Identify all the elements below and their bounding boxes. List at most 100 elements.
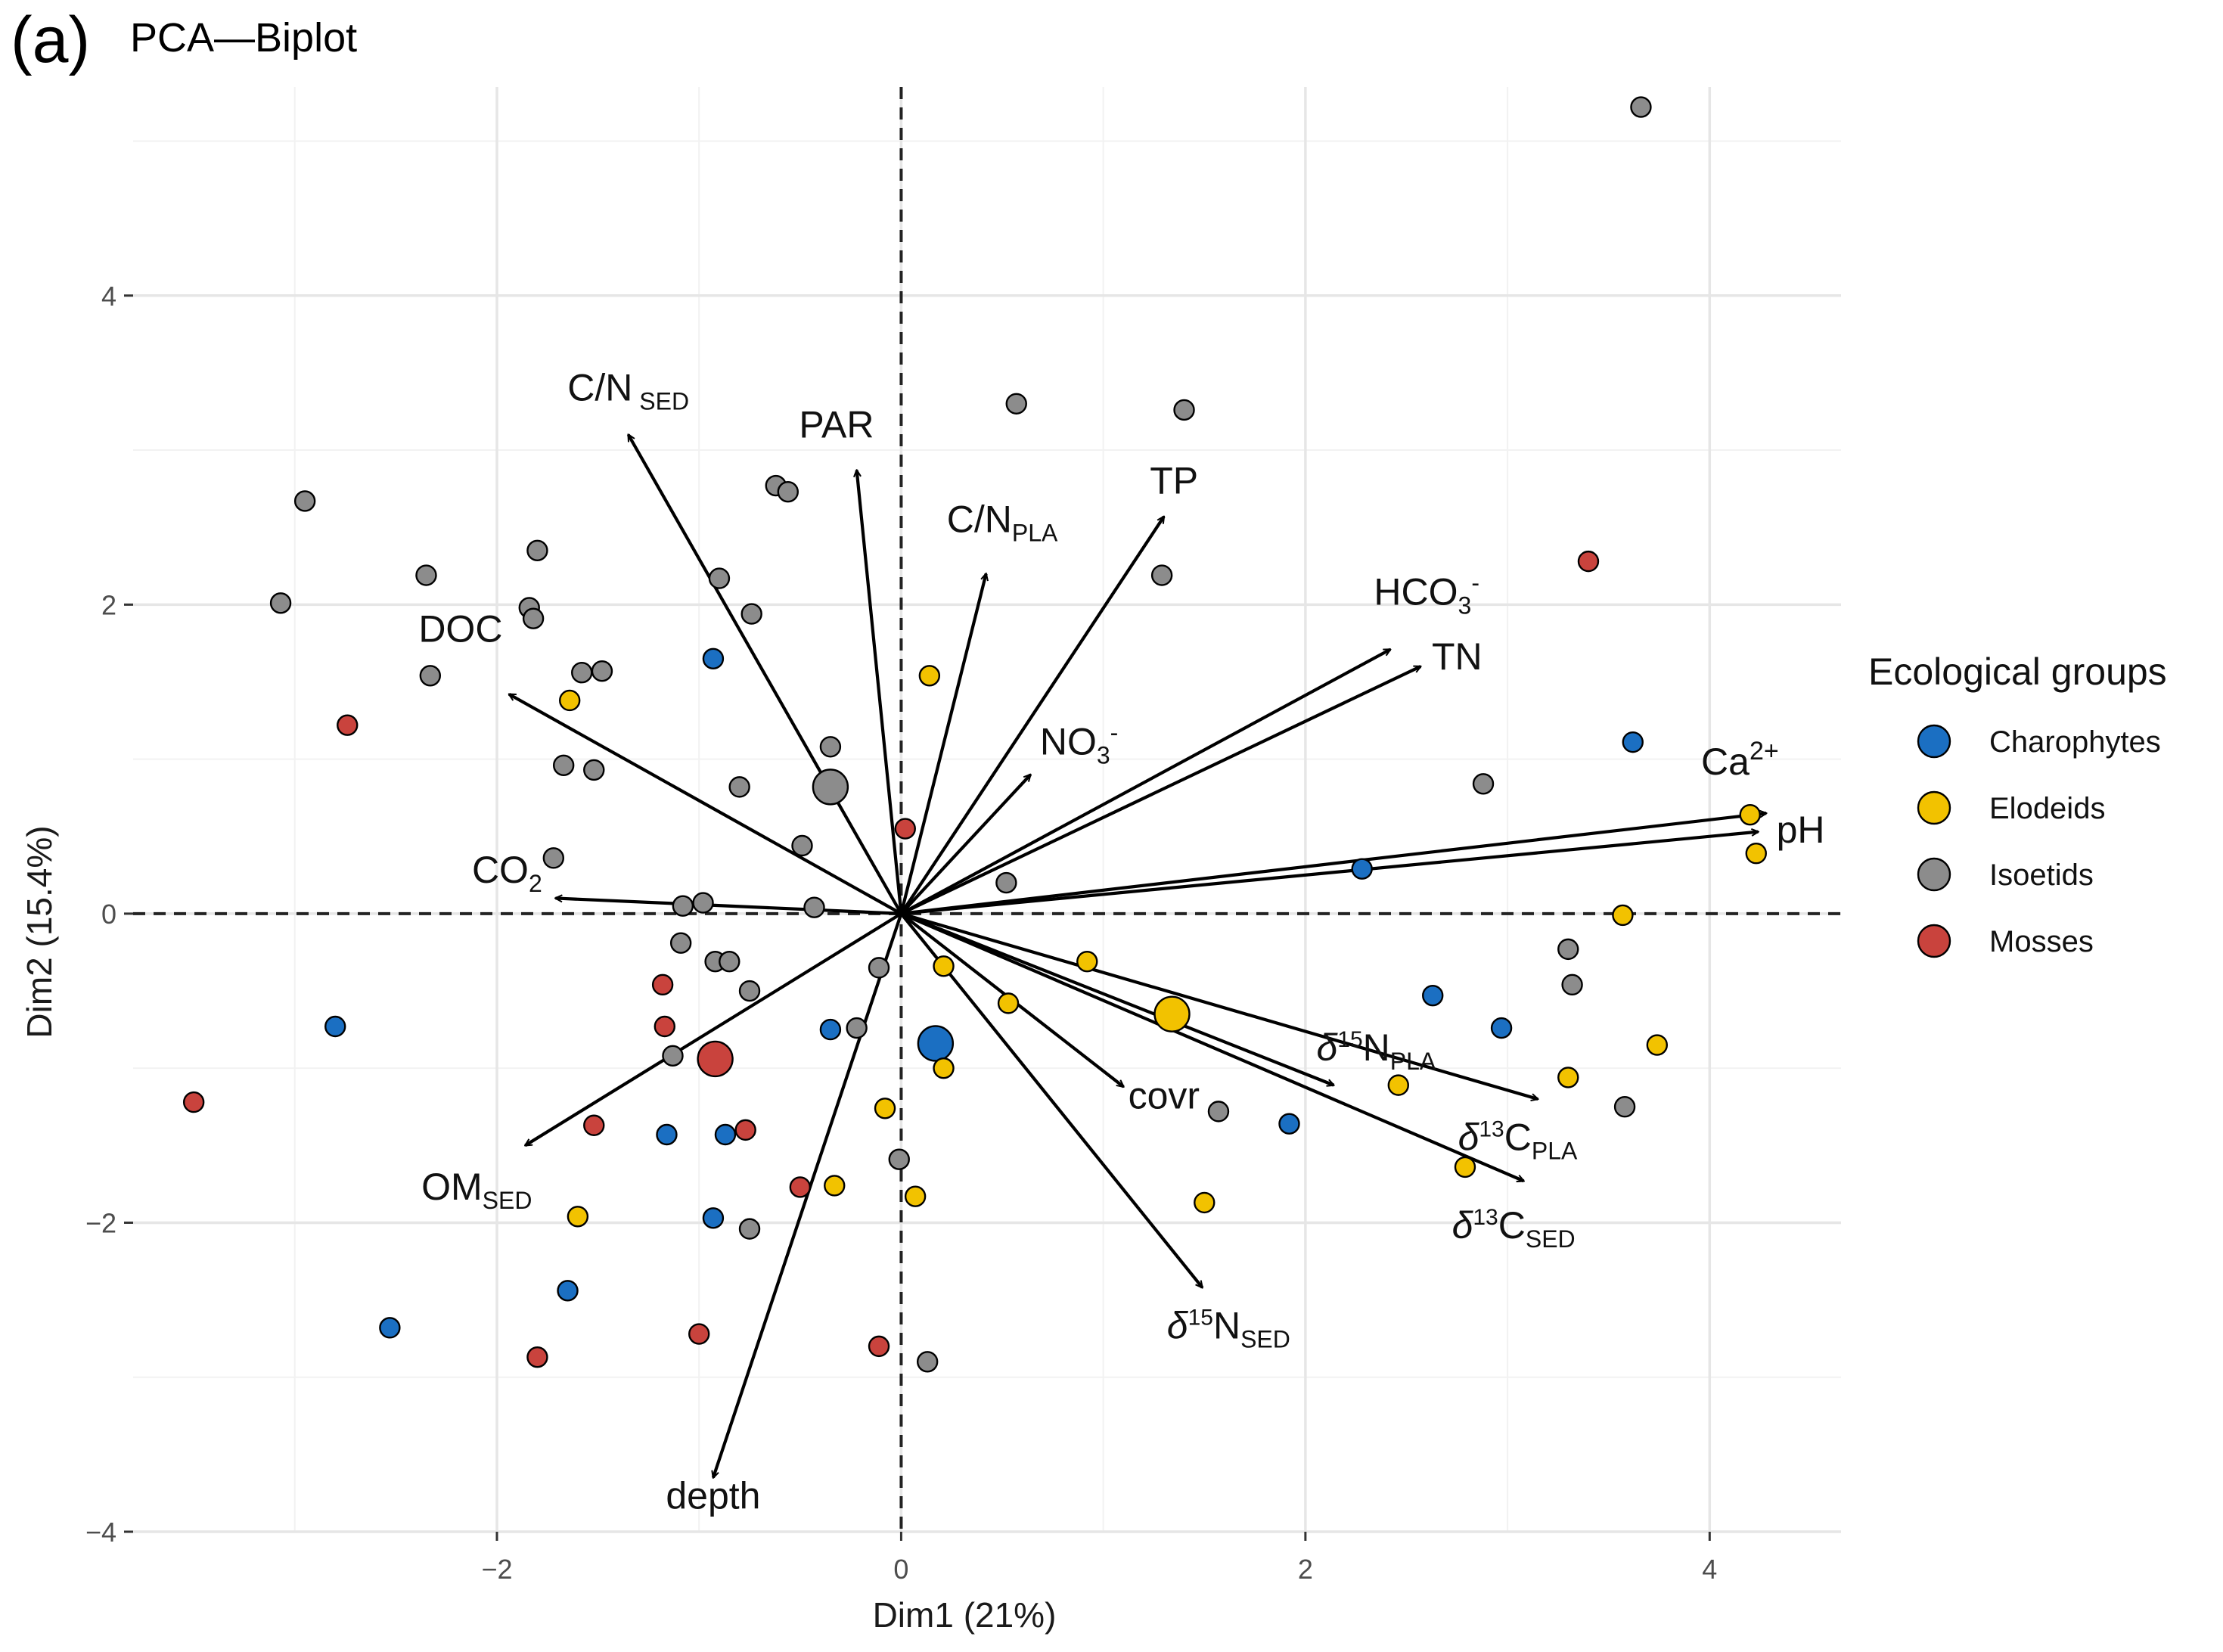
vector-arrow <box>899 912 1202 1287</box>
vector-label: δ15NPLA <box>1317 1026 1436 1075</box>
legend-label: Charophytes <box>1989 725 2161 759</box>
data-point <box>419 665 442 687</box>
data-point <box>777 481 799 503</box>
data-point <box>824 1175 846 1197</box>
reference-lines <box>133 87 1841 1532</box>
series-elodeids <box>558 665 1767 1228</box>
series-charophytes <box>324 647 1644 1339</box>
data-point <box>567 1206 589 1228</box>
data-point <box>182 1091 205 1113</box>
data-point <box>1613 1096 1636 1118</box>
vector-label: pH <box>1777 809 1825 851</box>
data-point <box>1646 1034 1669 1056</box>
vector-label: HCO3- <box>1374 569 1479 619</box>
x-tick-label: 0 <box>893 1554 908 1585</box>
y-tick-label: 0 <box>101 899 116 930</box>
data-point <box>888 1148 910 1170</box>
vector-arrow <box>509 692 902 915</box>
y-tick-label: 4 <box>101 281 116 312</box>
data-point <box>702 1207 725 1229</box>
data-point <box>1207 1101 1230 1123</box>
group-centroid <box>917 1025 955 1062</box>
y-tick-label: 2 <box>101 589 116 620</box>
legend-key <box>1917 724 1951 759</box>
data-point <box>819 736 842 758</box>
chart-title: PCA—Biplot <box>130 15 357 61</box>
data-point <box>542 847 565 869</box>
vector-label: TN <box>1432 635 1483 678</box>
data-point <box>558 689 581 712</box>
data-point <box>1739 803 1761 826</box>
legend-label: Mosses <box>1989 925 2094 958</box>
data-point <box>1745 843 1767 865</box>
data-point <box>714 1123 737 1146</box>
x-tick-label: 4 <box>1702 1554 1717 1585</box>
data-point <box>894 818 916 840</box>
data-point <box>552 754 575 776</box>
vector-label: Ca2+ <box>1701 737 1779 783</box>
vector-arrow <box>899 517 1166 915</box>
data-point <box>997 992 1020 1014</box>
legend-label: Elodeids <box>1989 792 2105 825</box>
vector-arrow <box>857 470 903 914</box>
panel-label: (a) <box>11 4 90 76</box>
data-point <box>738 1218 761 1240</box>
data-point <box>583 1114 605 1136</box>
data-point <box>1612 904 1634 927</box>
data-point <box>791 834 813 857</box>
vector-label: δ13CSED <box>1452 1204 1576 1253</box>
data-point <box>1561 974 1583 996</box>
data-point <box>1422 984 1444 1007</box>
y-axis-title: Dim2 (15.4%) <box>20 825 59 1038</box>
vector-label: CO2 <box>472 849 542 897</box>
data-point <box>1454 1156 1476 1178</box>
data-point <box>734 1119 756 1141</box>
x-axis-title: Dim1 (21%) <box>873 1595 1057 1635</box>
data-point <box>1490 1017 1513 1039</box>
data-point <box>692 892 714 914</box>
vector-arrow <box>900 911 1538 1099</box>
group-centroid <box>697 1040 734 1078</box>
vector-label: covr <box>1129 1074 1200 1116</box>
data-point <box>1577 550 1600 573</box>
vector-arrow <box>626 435 903 914</box>
data-point <box>571 662 593 684</box>
data-point <box>803 896 825 918</box>
vector-label: NO3- <box>1040 719 1118 769</box>
data-point <box>1557 1067 1579 1088</box>
vector-label: OMSED <box>421 1166 532 1214</box>
vector-label: depth <box>666 1474 760 1517</box>
group-centroid <box>812 769 849 806</box>
vector-arrow <box>900 665 1420 915</box>
data-point <box>337 714 359 736</box>
data-point <box>819 1018 842 1041</box>
x-tick-label: −2 <box>481 1554 512 1585</box>
data-point <box>557 1280 579 1302</box>
data-point <box>293 490 316 512</box>
data-point <box>269 592 292 614</box>
vector-arrow <box>900 911 1523 1183</box>
legend-key <box>1917 857 1951 892</box>
data-point <box>415 564 437 586</box>
y-tick-label: −2 <box>85 1207 116 1238</box>
legend-key <box>1917 790 1951 825</box>
data-point <box>656 1123 678 1146</box>
vector-label: C/NPLA <box>947 498 1058 546</box>
vector-label: TP <box>1150 459 1198 502</box>
legend: Ecological groups Charophytes Elodeids Iso… <box>1868 651 2167 958</box>
y-tick-label: −4 <box>85 1517 116 1548</box>
vector-labels: C/N SED PAR C/NPLA TP HCO3- TN NO3- Ca2+ pH DOC CO… <box>418 367 1824 1517</box>
variable-vectors <box>509 435 1766 1478</box>
data-point <box>1278 1113 1300 1135</box>
data-point <box>738 980 761 1002</box>
data-point <box>916 1351 939 1373</box>
data-point <box>669 932 692 954</box>
data-point <box>591 660 613 682</box>
vector-arrow <box>901 832 1758 915</box>
data-point <box>324 1015 346 1038</box>
vector-arrow <box>899 573 986 914</box>
data-point <box>522 607 545 629</box>
data-point <box>995 871 1017 894</box>
grid <box>133 87 1841 1533</box>
